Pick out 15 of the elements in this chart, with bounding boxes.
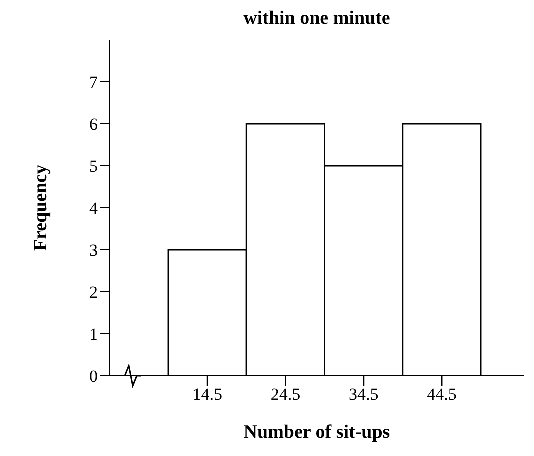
y-axis-title: Frequency: [30, 164, 52, 252]
y-tick-label: 2: [90, 283, 98, 302]
y-tick-label: 7: [90, 73, 98, 92]
x-tick-label: 44.5: [427, 385, 457, 404]
y-tick-label: 3: [90, 241, 98, 260]
y-tick-label: 5: [90, 157, 98, 176]
x-axis-title: Number of sit-ups: [244, 422, 390, 443]
chart-title: within one minute: [242, 8, 392, 30]
y-tick-label: 0: [90, 367, 98, 386]
x-tick-label: 34.5: [348, 385, 379, 404]
x-tick-label: 24.5: [270, 385, 301, 404]
x-tick-label: 14.5: [192, 385, 223, 404]
y-tick-label: 1: [90, 325, 98, 344]
y-tick-label: 6: [90, 115, 98, 134]
y-tick-label: 4: [90, 199, 98, 218]
